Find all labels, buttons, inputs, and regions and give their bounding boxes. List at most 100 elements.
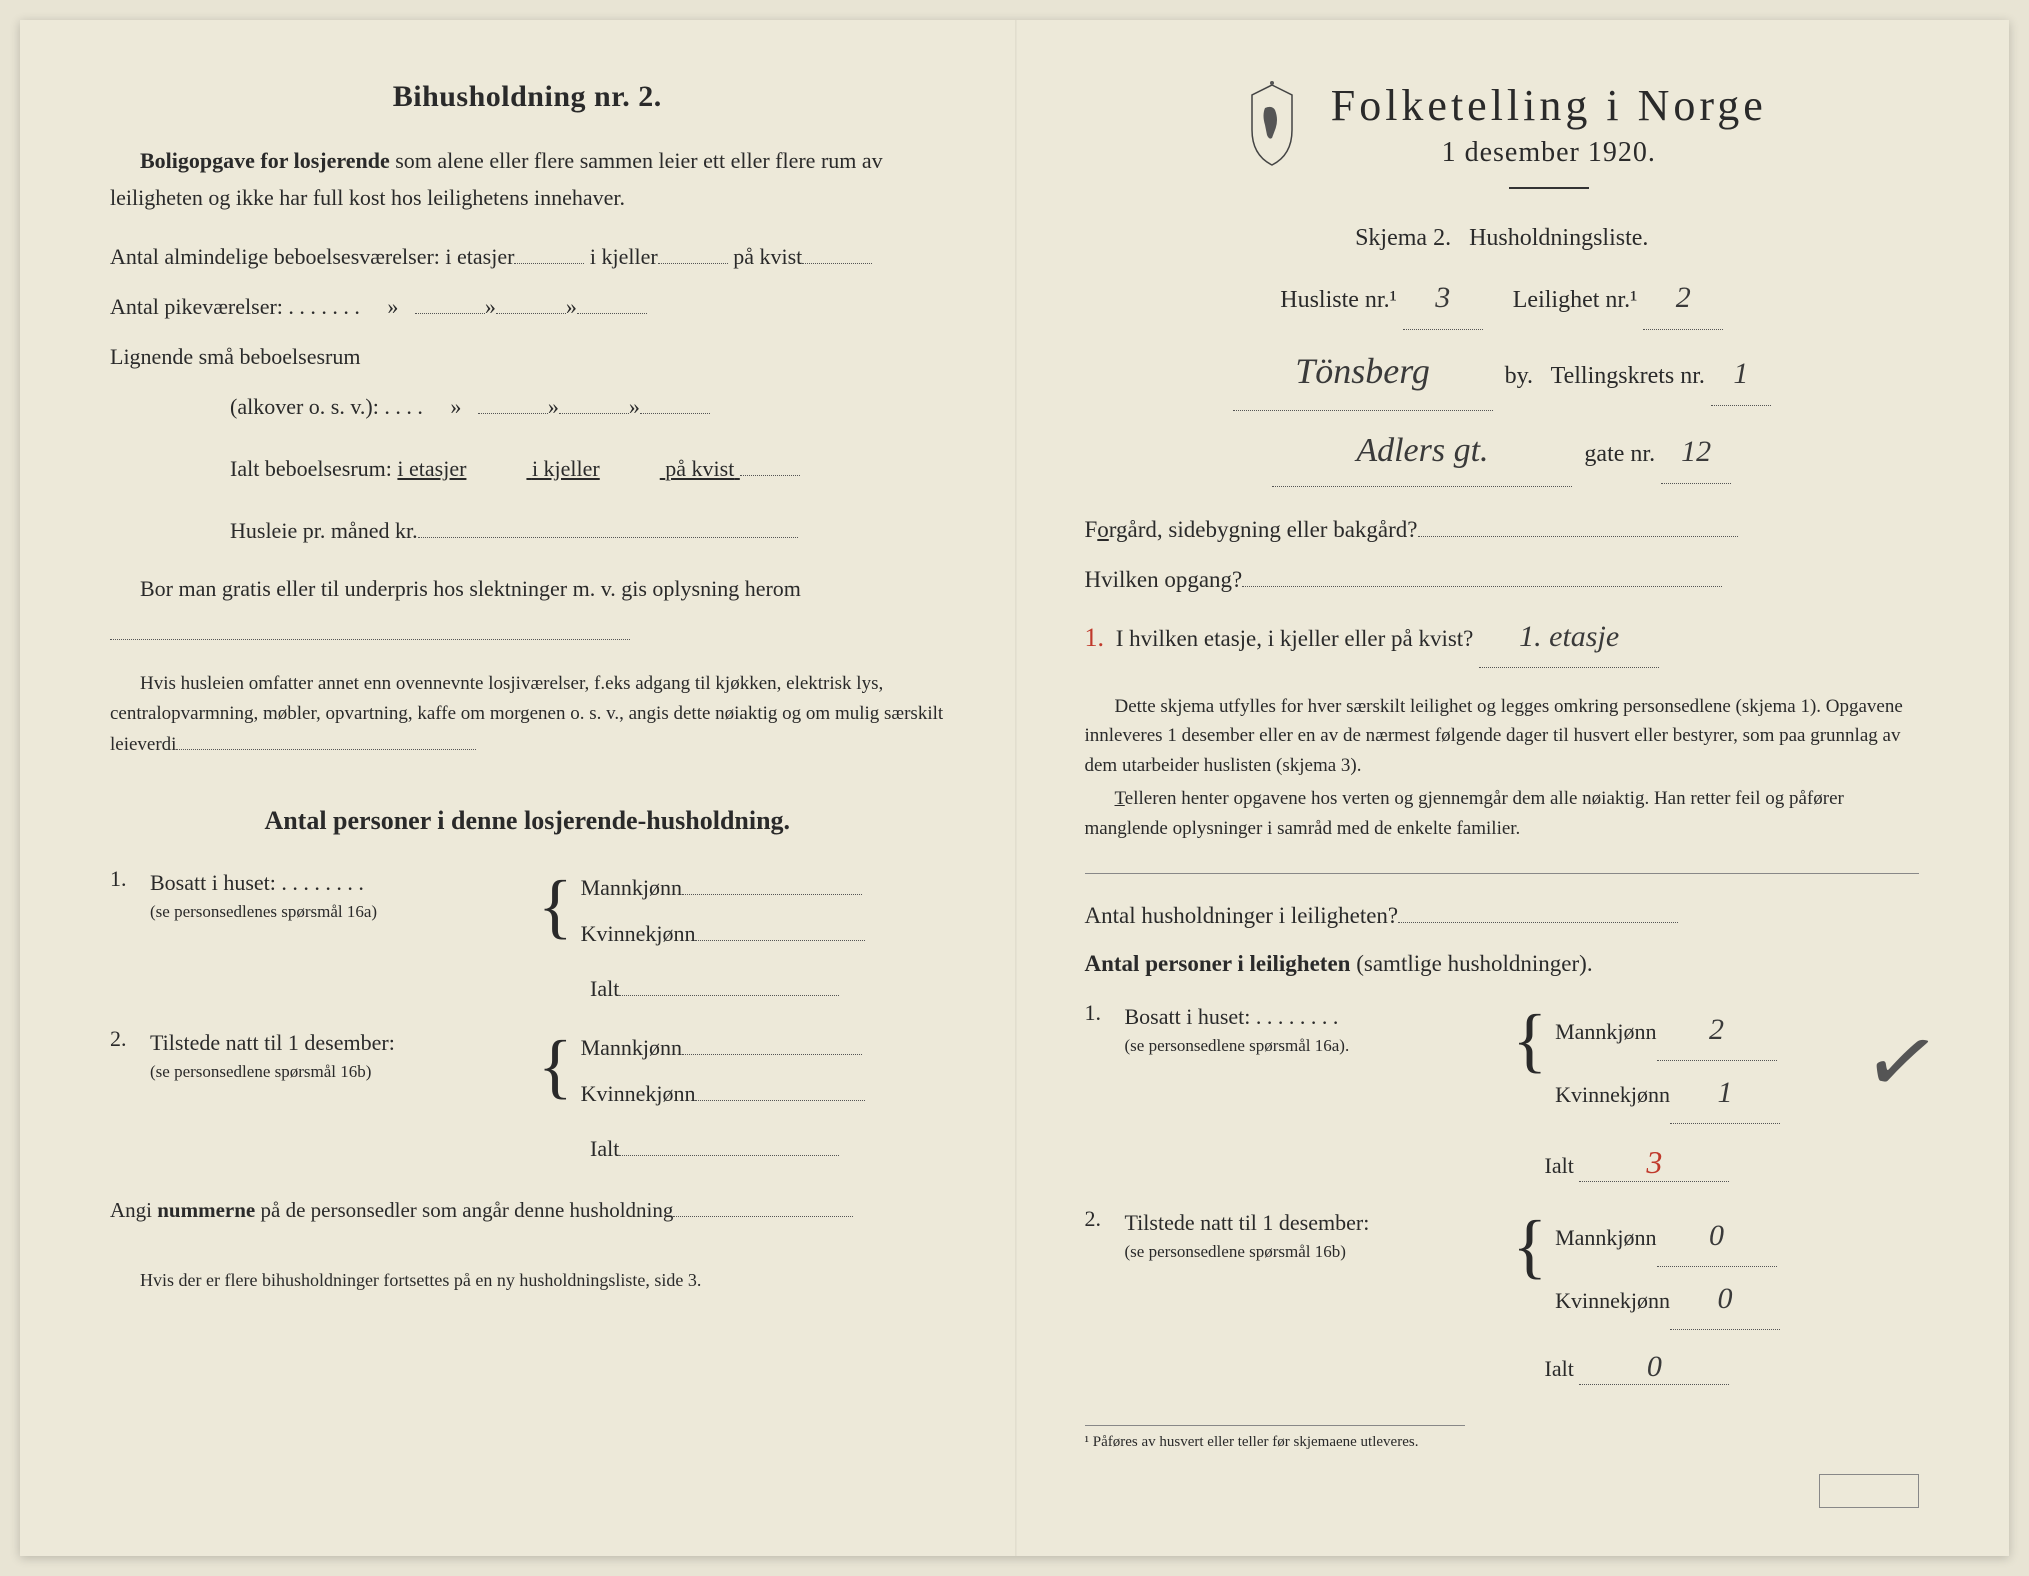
q3-text: I hvilken etasje, i kjeller eller på kvi… [1116,626,1474,651]
hr [1085,873,1920,874]
label: Husleie pr. måned kr. [230,518,418,543]
row-num: 1. [110,866,150,892]
label-sub: (se personsedlene spørsmål 16b) [150,1059,530,1085]
blank [640,413,710,414]
label-sub: (se personsedlene spørsmål 16a). [1125,1033,1505,1059]
right-footnote: ¹ Påføres av husvert eller teller før sk… [1085,1425,1465,1451]
census-title: Folketelling i Norge [1331,80,1767,131]
blank [1398,922,1678,923]
rooms-line-3b: (alkover o. s. v.): . . . . » »» [230,385,945,429]
label: i etasjer [397,456,466,481]
note-text: Hvis husleien omfatter annet enn ovennev… [110,673,943,755]
brace-icon: { [538,874,573,939]
blank [110,639,630,640]
by-row: Tönsberg by. Tellingskrets nr. 1 [1085,334,1920,411]
questions: Forgård, sidebygning eller bakgård? Hvil… [1085,507,1920,668]
brace-icon: { [1513,1008,1548,1073]
blank [682,894,862,895]
blank [619,1155,839,1156]
instr-p2: Telleren henter opgavene hos verten og g… [1085,784,1920,843]
row-label: Tilstede natt til 1 desember: (se person… [1125,1206,1505,1265]
kvinne-label: Kvinnekjønn [1555,1288,1670,1313]
blank [695,1100,865,1101]
tellingskrets-label: Tellingskrets nr. [1551,363,1705,389]
blank [559,413,629,414]
gender-fields: Mannkjønn Kvinnekjønn [581,866,945,958]
row-num: 2. [1085,1206,1125,1232]
row-label: Bosatt i huset: . . . . . . . . (se pers… [150,866,530,925]
blank [619,995,839,996]
label-text: Bosatt i huset: . . . . . . . . [1125,1004,1339,1029]
label: (alkover o. s. v.): . . . . [230,394,423,419]
mann-value: 2 [1657,1000,1777,1061]
ialt-label: Ialt [1545,1356,1574,1381]
q3-value: 1. etasje [1479,607,1659,668]
ialt-row-1: Ialt [590,976,945,1002]
label: Antal pikeværelser: . . . . . . . [110,294,360,319]
numbers-line: Angi nummerne på de personsedler som ang… [110,1192,945,1230]
gender-fields: Mannkjønn Kvinnekjønn [581,1026,945,1118]
kvinne-label: Kvinnekjønn [1555,1082,1670,1107]
q2-text: Hvilken opgang? [1085,567,1243,592]
left-page: Bihusholdning nr. 2. Boligopgave for los… [20,20,1015,1556]
mann-value: 0 [1657,1206,1777,1267]
rooms-line-3a: Lignende små beboelsesrum [110,335,945,379]
label-text: Bosatt i huset: . . . . . . . . [150,870,364,895]
mann-label: Mannkjønn [581,875,682,900]
by-label: by. [1505,363,1533,389]
left-intro: Boligopgave for losjerende som alene ell… [110,142,945,217]
right-ialt-1: Ialt 3 [1545,1144,1920,1182]
instructions: Dette skjema utfylles for hver særskilt … [1085,692,1920,843]
divider [1509,187,1589,189]
underline-group: i etasjer i kjeller på kvist [397,456,739,481]
label: på kvist [733,244,802,269]
instr-p1: Dette skjema utfylles for hver særskilt … [1085,692,1920,780]
label-bold: Antal personer i leiligheten [1085,951,1351,976]
row-num: 1. [1085,1000,1125,1026]
blank [577,313,647,314]
rent-line: Husleie pr. måned kr. [230,509,945,553]
q2: Hvilken opgang? [1085,557,1920,603]
mann-label: Mannkjønn [1555,1019,1656,1044]
label: Antal husholdninger i leiligheten? [1085,903,1399,928]
brace-icon: { [1513,1214,1548,1279]
coat-of-arms-icon [1237,80,1307,170]
gratis-line: Bor man gratis eller til underpris hos s… [110,567,945,655]
husliste-value: 3 [1403,266,1483,330]
red-mark: 1. [1085,623,1105,652]
label: Ialt beboelsesrum: [230,456,392,481]
label: i kjeller [590,244,658,269]
gender-fields: Mannkjønn0 Kvinnekjønn0 [1555,1206,1919,1332]
right-page: Folketelling i Norge 1 desember 1920. Sk… [1015,20,2010,1556]
by-value: Tönsberg [1233,334,1493,411]
blank [673,1216,853,1217]
ialt-row-2: Ialt [590,1136,945,1162]
q1: Forgård, sidebygning eller bakgård? [1085,507,1920,553]
row-label: Tilstede natt til 1 desember: (se person… [150,1026,530,1085]
leilighet-value: 2 [1643,266,1723,330]
ialt-label: Ialt [590,1136,619,1161]
blank [695,940,865,941]
q3: 1. I hvilken etasje, i kjeller eller på … [1085,607,1920,668]
rooms-total: Ialt beboelsesrum: i etasjer i kjeller p… [230,447,945,491]
label-rest: (samtlige husholdninger). [1350,951,1592,976]
brace-icon: { [538,1034,573,1099]
antal-hush: Antal husholdninger i leiligheten? [1085,894,1920,938]
gate-row: Adlers gt. gate nr. 12 [1085,415,1920,487]
gate-label: gate nr. [1584,441,1655,467]
gate-value: Adlers gt. [1272,415,1572,487]
gate-nr-value: 12 [1661,420,1731,484]
husliste-label: Husliste nr.¹ [1280,287,1397,313]
ialt-value: 0 [1579,1350,1729,1385]
label-sub: (se personsedlenes spørsmål 16a) [150,899,530,925]
skjema-type: Husholdningsliste. [1469,225,1648,251]
kvinne-label: Kvinnekjønn [581,921,696,946]
blank [1242,586,1722,587]
husliste-row: Husliste nr.¹ 3 Leilighet nr.¹ 2 [1085,266,1920,330]
census-date: 1 desember 1920. [1331,137,1767,169]
ialt-label: Ialt [1545,1153,1574,1178]
label: Antal almindelige beboelsesværelser: i e… [110,244,514,269]
blank [514,263,584,264]
label: i kjeller [532,456,600,481]
blank [176,749,476,750]
